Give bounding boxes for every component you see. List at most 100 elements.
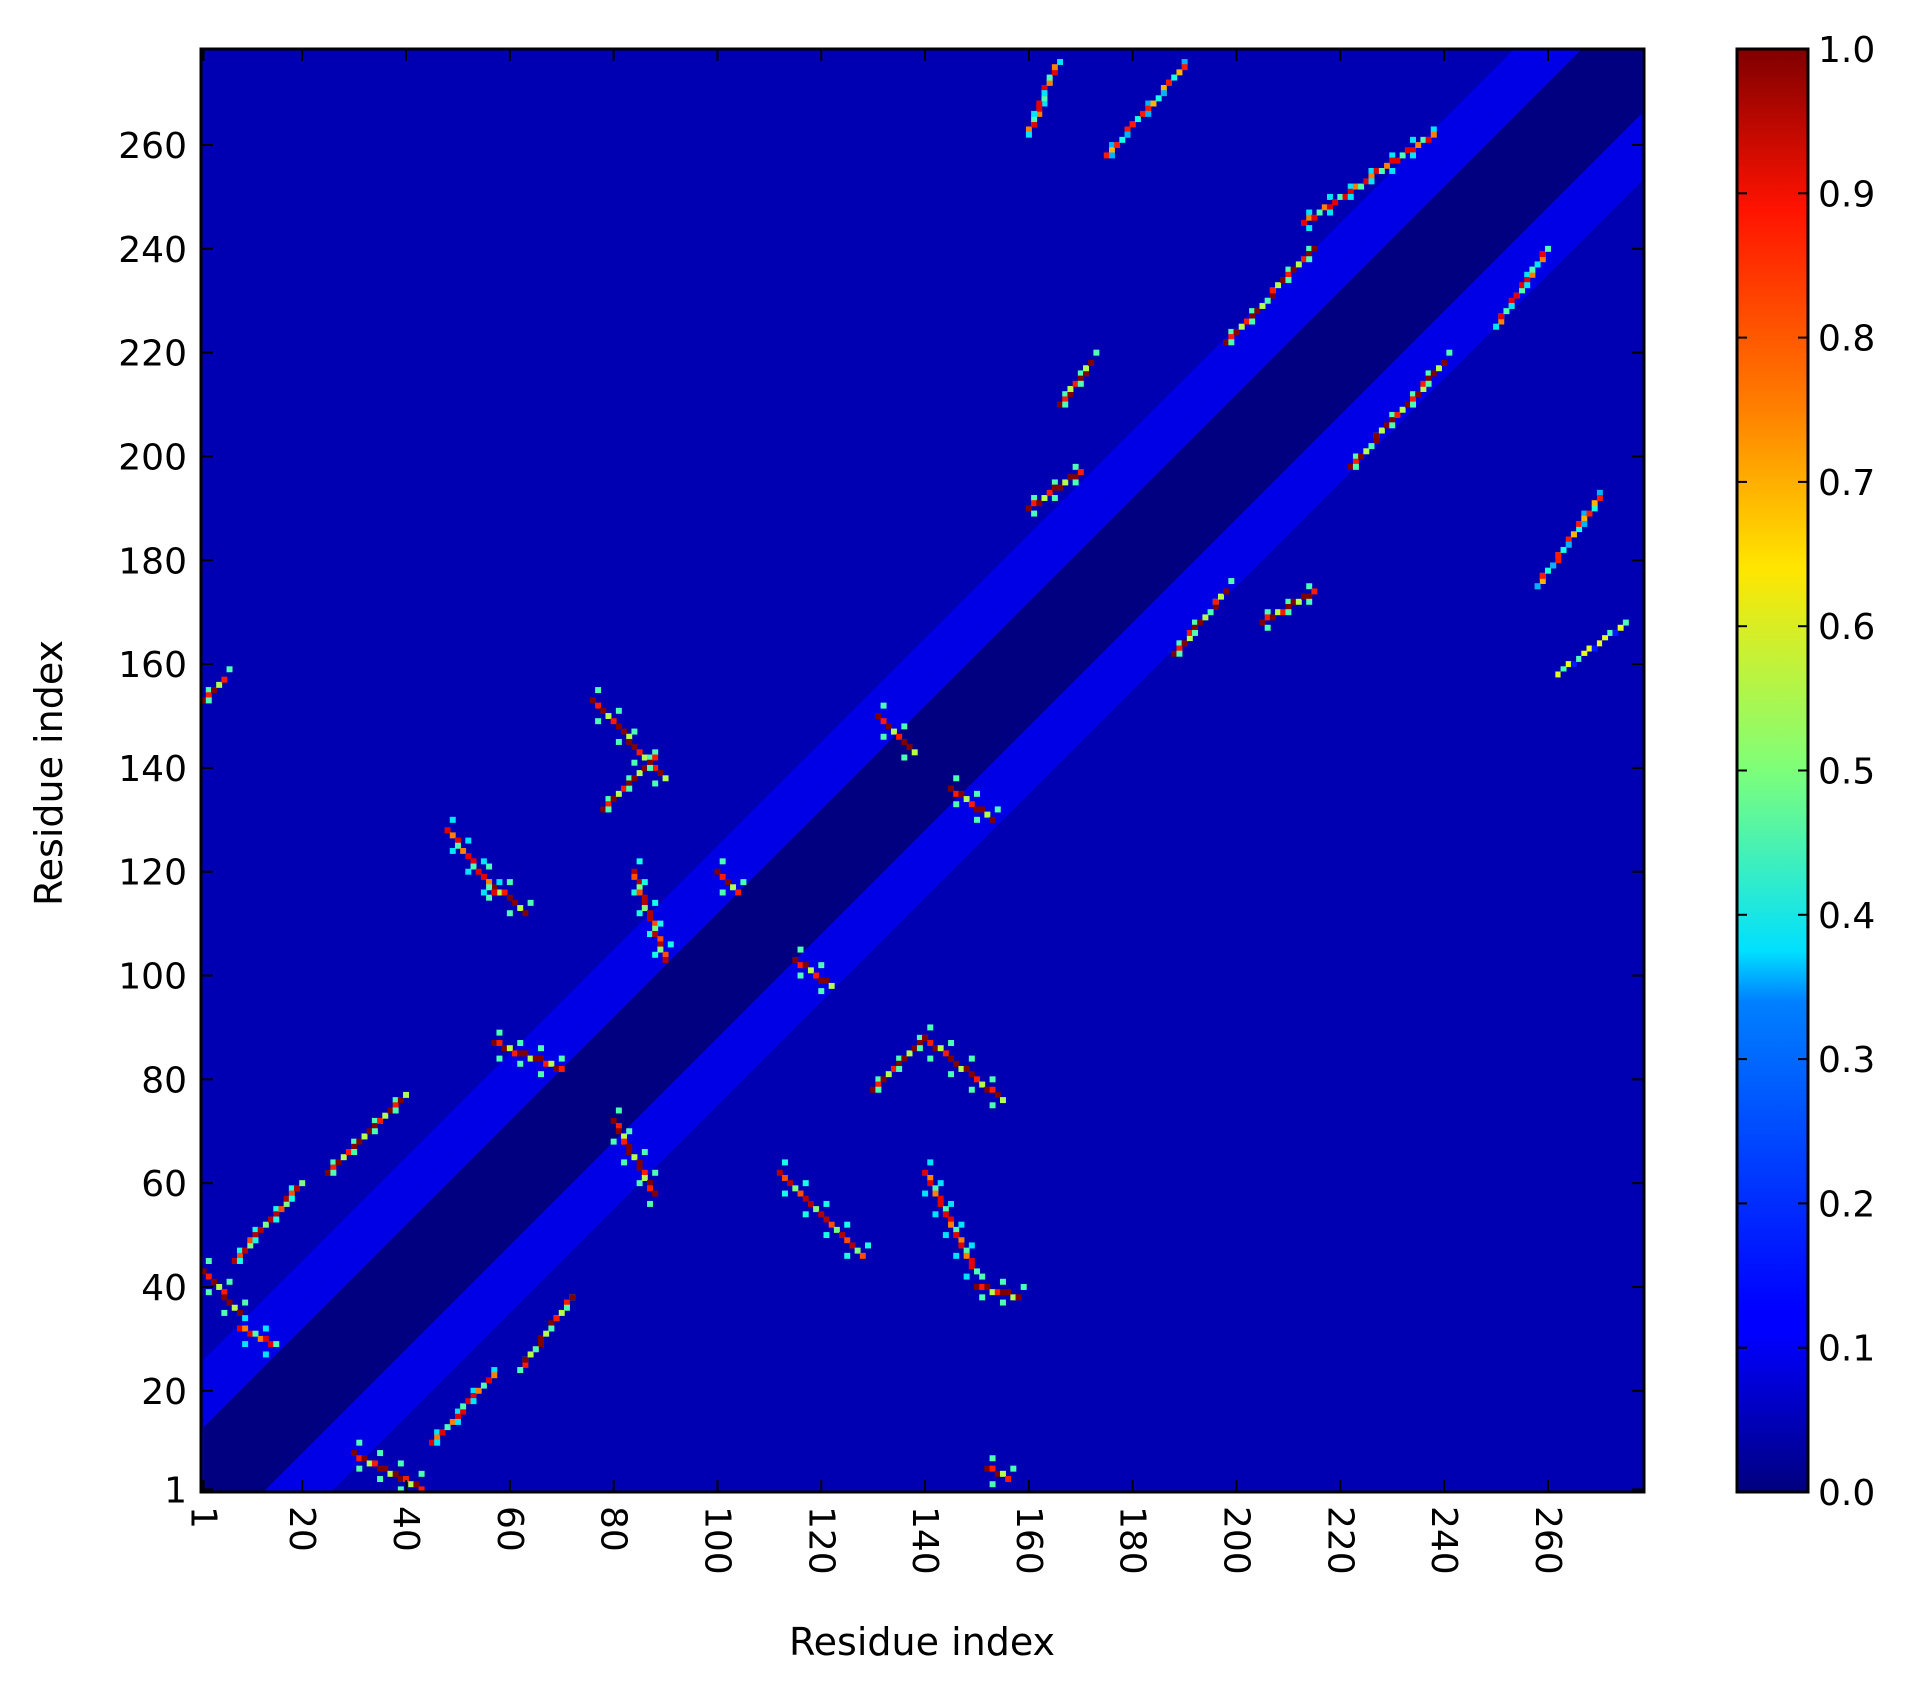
contact-cell <box>486 1377 493 1384</box>
x-axis-label: Residue index <box>789 1620 1055 1664</box>
contact-cell <box>1352 463 1359 470</box>
contact-cell <box>1186 629 1193 636</box>
contact-cell <box>1555 671 1562 678</box>
contact-cell <box>236 1247 243 1254</box>
contact-cell <box>1306 583 1313 590</box>
y-tick-label: 40 <box>141 1268 187 1309</box>
contact-cell <box>1192 624 1198 631</box>
contact-cell <box>652 925 659 932</box>
contact-cell <box>1285 609 1292 616</box>
contact-cell <box>994 1470 1001 1477</box>
contact-cell <box>418 1486 425 1492</box>
contact-cell <box>1176 645 1183 652</box>
contact-cell <box>1617 624 1624 631</box>
contact-cell <box>1077 370 1084 377</box>
contact-cell <box>470 1387 477 1394</box>
contact-cell <box>615 1123 622 1130</box>
contact-cell <box>340 1154 347 1161</box>
contact-cell <box>963 1252 970 1259</box>
contact-cell <box>226 1278 233 1285</box>
contact-cell <box>859 1252 866 1259</box>
contact-cell <box>470 863 477 870</box>
contact-cell <box>465 837 472 844</box>
contact-cell <box>958 1221 965 1228</box>
contact-cell <box>797 946 804 953</box>
contact-cell <box>844 1252 851 1259</box>
contact-cell <box>382 1112 389 1119</box>
contact-cell <box>615 1107 622 1114</box>
contact-cell <box>465 853 472 860</box>
contact-cell <box>1410 152 1417 159</box>
contact-cell <box>1010 1294 1017 1301</box>
contact-cell <box>366 1460 373 1467</box>
contact-cell <box>1243 318 1250 325</box>
contact-cell <box>1295 598 1302 605</box>
x-tick-label: 180 <box>1112 1506 1153 1575</box>
contact-cell <box>657 941 664 948</box>
contact-cell <box>221 676 228 683</box>
contact-cell <box>1425 136 1432 143</box>
contact-cell <box>647 1185 653 1192</box>
contact-cell <box>1607 629 1614 636</box>
contact-cell <box>1352 458 1359 465</box>
contact-cell <box>1301 219 1307 226</box>
contact-cell <box>802 962 809 969</box>
contact-cell <box>885 723 892 730</box>
contact-cell <box>522 1361 529 1368</box>
contact-cell <box>356 1138 363 1145</box>
contact-cell <box>641 879 648 886</box>
contact-cell <box>1072 380 1079 387</box>
contact-cell <box>1062 479 1069 486</box>
contact-cell <box>512 899 519 906</box>
contact-cell <box>1295 261 1302 268</box>
contact-cell <box>486 879 493 886</box>
contact-cell <box>989 1076 996 1083</box>
contact-cell <box>641 894 648 901</box>
contact-cell <box>828 982 835 989</box>
contact-cell <box>615 723 622 730</box>
contact-cell <box>948 1216 955 1223</box>
contact-cell <box>1285 604 1292 610</box>
contact-cell <box>1077 469 1084 476</box>
contact-cell <box>1233 328 1240 335</box>
contact-cell <box>288 1195 295 1202</box>
contact-cell <box>283 1195 290 1202</box>
colorbar-tick-label: 0.2 <box>1818 1184 1875 1225</box>
contact-cell <box>1430 131 1437 138</box>
contact-cell <box>776 1169 783 1176</box>
contact-cell <box>532 1055 539 1062</box>
contact-cell <box>1249 308 1256 315</box>
contact-cell <box>247 1330 254 1337</box>
contact-cell <box>1077 375 1084 382</box>
contact-cell <box>1202 614 1209 621</box>
contact-cell <box>647 910 653 917</box>
contact-cell <box>1389 411 1396 418</box>
contact-cell <box>647 759 653 766</box>
contact-cell <box>1394 411 1401 418</box>
contact-cell <box>480 873 487 880</box>
contact-cell <box>916 1034 923 1041</box>
contact-cell <box>968 1263 975 1270</box>
contact-cell <box>1031 500 1038 507</box>
contact-cell <box>1560 671 1567 678</box>
contact-cell <box>937 1200 944 1207</box>
contact-cell <box>1586 645 1593 652</box>
x-tick-label: 220 <box>1319 1506 1360 1575</box>
contact-cell <box>1602 629 1609 636</box>
contact-cell <box>1051 64 1058 71</box>
contact-cell <box>1565 541 1572 548</box>
contact-cell <box>1425 370 1432 377</box>
contact-cell <box>657 946 664 953</box>
contact-cell <box>532 1346 539 1353</box>
contact-cell <box>1051 69 1058 76</box>
contact-cell <box>1560 661 1567 668</box>
contact-cell <box>1166 79 1173 86</box>
contact-cell <box>1264 614 1271 621</box>
contact-cell <box>1124 126 1131 133</box>
contact-cell <box>937 1045 944 1052</box>
contact-cell <box>1140 110 1147 117</box>
contact-cell <box>974 1076 980 1083</box>
contact-cell <box>299 1180 306 1187</box>
contact-cell <box>953 1232 960 1239</box>
contact-cell <box>392 1097 399 1104</box>
